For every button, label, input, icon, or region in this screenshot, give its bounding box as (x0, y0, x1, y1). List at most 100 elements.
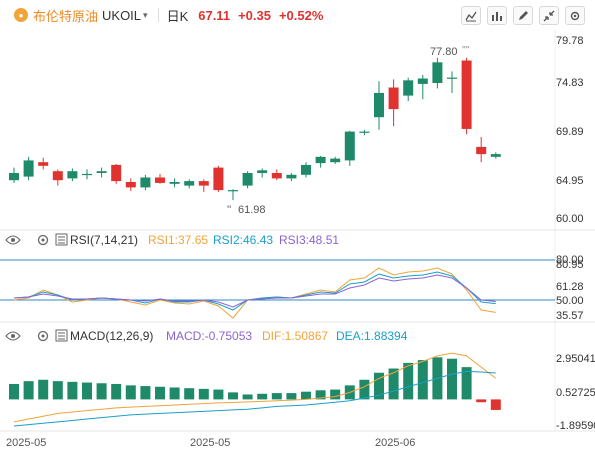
macd-histogram-bar (184, 388, 195, 400)
x-axis-label: 2025-05 (6, 437, 46, 449)
toolbar (461, 6, 585, 25)
macd-histogram-bar (330, 389, 341, 400)
candle-body[interactable] (67, 171, 78, 179)
candle-body[interactable] (315, 156, 326, 164)
macd-histogram-bar (388, 368, 399, 400)
bar-chart-icon[interactable] (487, 6, 507, 25)
settings-icon[interactable] (565, 6, 585, 25)
eye-icon[interactable] (5, 235, 21, 245)
dif-line (13, 352, 497, 423)
settings-icon[interactable] (37, 234, 49, 246)
macd-histogram-bar (213, 389, 224, 400)
macd-histogram-bar (82, 382, 92, 400)
macd-tick: -1.89590 (556, 420, 595, 432)
candle-body[interactable] (359, 131, 370, 133)
candle-body[interactable] (461, 60, 472, 129)
last-price: 67.11 (198, 7, 231, 23)
candle-body[interactable] (96, 171, 107, 174)
macd-histogram-bar (96, 383, 107, 400)
macd-histogram-bar (198, 388, 209, 400)
candle-body[interactable] (82, 173, 92, 176)
candle-body[interactable] (9, 173, 19, 181)
candle-body[interactable] (388, 87, 399, 110)
candle-body[interactable] (490, 154, 501, 157)
rsi-tick: 80.95 (556, 259, 584, 271)
rsi3-line (13, 274, 496, 308)
x-axis-label: 2025-05 (190, 437, 230, 449)
dif-value: DIF:1.50867 (262, 329, 328, 343)
macd-histogram-bar (140, 386, 151, 400)
dea-line (13, 370, 496, 427)
candle-body[interactable] (184, 181, 195, 186)
macd-histogram-bar (9, 383, 19, 400)
pen-icon[interactable] (513, 6, 533, 25)
candle-body[interactable] (140, 177, 151, 188)
candle-body[interactable] (432, 62, 443, 84)
rsi-indicator-menu-icon[interactable] (55, 233, 68, 246)
macd-histogram-bar (125, 385, 136, 400)
macd-histogram-bar (374, 372, 384, 400)
candle-body[interactable] (169, 182, 180, 184)
rsi-title: RSI(7,14,21) (70, 233, 138, 247)
instrument-symbol-selector[interactable]: UKOIL (102, 7, 142, 23)
settings-icon[interactable] (37, 330, 49, 342)
macd-histogram-bar (38, 379, 49, 400)
candle-body[interactable] (301, 164, 311, 175)
macd-indicator-menu-icon[interactable] (55, 329, 68, 342)
candle-body[interactable] (417, 78, 428, 84)
low-price-label: 61.98 (238, 204, 266, 216)
macd-histogram-bar (257, 393, 268, 400)
price-tick: 64.95 (556, 175, 584, 187)
macd-series (9, 352, 501, 427)
rsi-header: RSI(7,14,21) RSI1:37.65 RSI2:46.43 RSI3:… (5, 233, 339, 247)
candle-body[interactable] (52, 171, 63, 181)
interval-selector[interactable]: 日K (166, 8, 189, 24)
macd-histogram-bar (169, 387, 180, 400)
rsi-tick: 50.00 (556, 295, 584, 307)
rsi2-value: RSI2:46.43 (213, 233, 273, 247)
macd-header: MACD(12,26,9) MACD:-0.75053 DIF:1.50867 … (5, 329, 408, 343)
macd-title: MACD(12,26,9) (70, 329, 153, 343)
price-tick: 74.83 (556, 77, 584, 89)
price-tick: 69.89 (556, 126, 584, 138)
macd-histogram-bar (359, 379, 370, 400)
oil-logo: ● (14, 8, 28, 22)
candle-body[interactable] (344, 131, 355, 161)
candle-body[interactable] (330, 158, 341, 163)
candle-body[interactable] (125, 182, 136, 188)
rsi-tick: 35.57 (556, 310, 584, 322)
divider (157, 8, 159, 22)
macd-histogram-bar (271, 393, 282, 400)
candle-body[interactable] (271, 173, 282, 179)
candle-body[interactable] (286, 174, 297, 179)
macd-histogram-bar (490, 399, 501, 410)
candle-body[interactable] (111, 164, 122, 182)
macd-histogram-bar (228, 392, 238, 400)
candle-body[interactable] (198, 181, 209, 186)
macd-histogram-bar (417, 360, 428, 400)
candle-body[interactable] (403, 80, 414, 96)
macd-tick: 2.95041 (556, 353, 595, 365)
candle-body[interactable] (23, 160, 34, 177)
macd-tick: 0.52725 (556, 387, 595, 399)
candle-body[interactable] (447, 77, 457, 79)
candle-body[interactable] (155, 177, 165, 183)
chevron-down-icon[interactable]: ▾ (143, 9, 148, 20)
rsi-tick: 80.00 (556, 254, 584, 266)
macd-histogram-bar (315, 390, 326, 400)
instrument-header: ● 布伦特原油 UKOIL ▾ 日K 67.11 +0.35 +0.52% (0, 0, 595, 30)
eye-icon[interactable] (5, 331, 21, 341)
price-change-percent: +0.52% (278, 7, 324, 23)
candle-body[interactable] (228, 190, 238, 192)
candle-body[interactable] (213, 167, 224, 191)
candle-body[interactable] (374, 92, 384, 118)
draw-icon[interactable] (461, 6, 481, 25)
candle-body[interactable] (476, 146, 487, 155)
candle-body[interactable] (38, 162, 49, 166)
candle-body[interactable] (257, 170, 268, 174)
candle-body[interactable] (242, 173, 253, 186)
collapse-icon[interactable] (539, 6, 559, 25)
macd-histogram-bar (111, 383, 122, 400)
macd-histogram-bar (447, 358, 457, 400)
